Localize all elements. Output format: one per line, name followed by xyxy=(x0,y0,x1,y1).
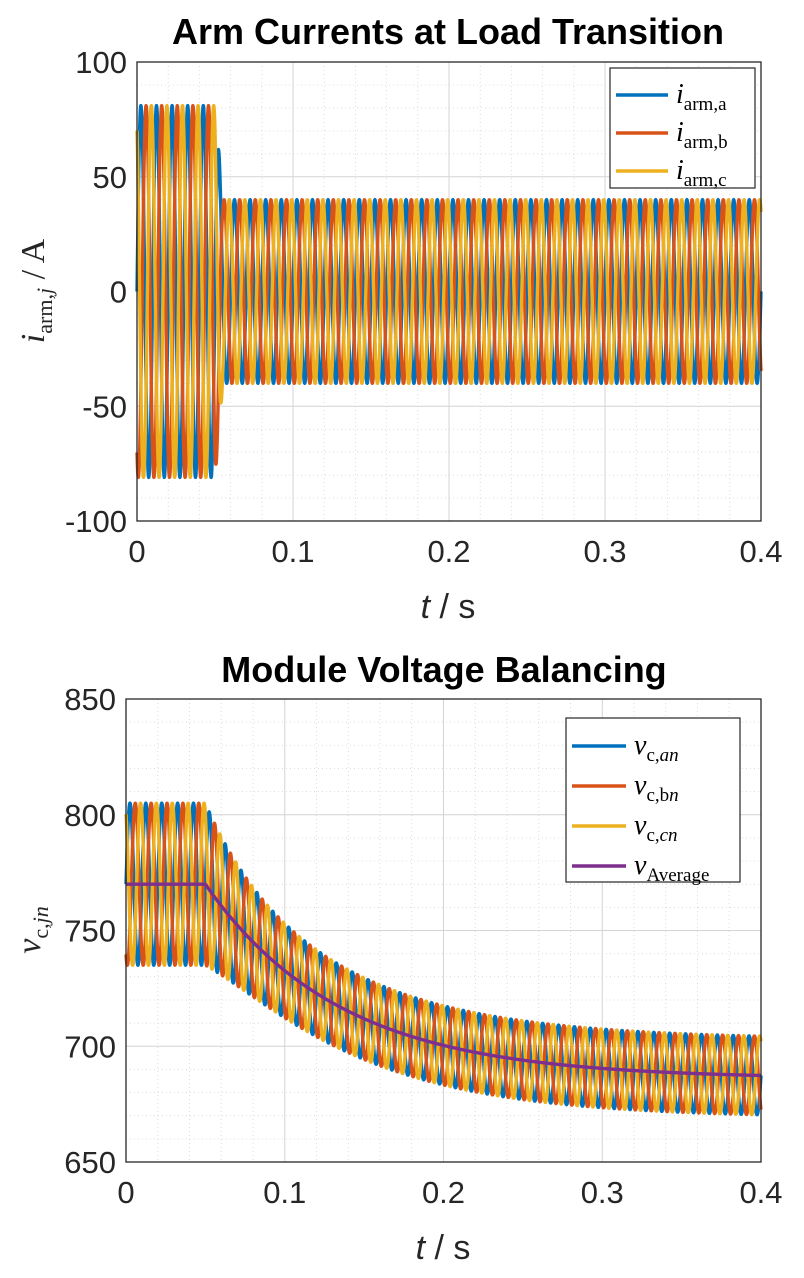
y-axis-label-unit: / A xyxy=(15,238,52,288)
legend-subvar: n xyxy=(669,785,679,806)
legend-main: i xyxy=(676,155,684,186)
legend-sub: Average xyxy=(646,865,709,886)
x-axis-label-unit: / s xyxy=(430,588,475,626)
legend-entry: vc,bn xyxy=(634,770,679,806)
legend-main: v xyxy=(634,810,647,841)
series-line-v-average xyxy=(124,882,763,1078)
legend-entry: vc,cn xyxy=(634,810,678,846)
x-axis-label-unit: / s xyxy=(425,1229,470,1267)
legend-sub: arm,c xyxy=(684,170,727,191)
legend-entry: iarm,a xyxy=(676,79,727,115)
x-tick-label: 0.4 xyxy=(739,1175,782,1210)
y-axis-label-subvar: jn xyxy=(28,906,53,926)
legend-main: i xyxy=(676,79,684,110)
x-tick-label: 0.1 xyxy=(271,534,314,569)
legend-sub: c,b xyxy=(646,785,669,806)
y-tick-labels: 100 50 0 -50 -100 xyxy=(65,45,127,539)
y-tick-label: -50 xyxy=(82,389,127,424)
series-line-i-arm-a xyxy=(135,103,763,480)
x-tick-labels: 0 0.1 0.2 0.3 0.4 xyxy=(117,1175,782,1210)
x-tick-labels: 0 0.1 0.2 0.3 0.4 xyxy=(128,534,782,569)
series-line-i-arm-c xyxy=(135,103,763,480)
legend-entry: iarm,b xyxy=(676,117,728,153)
legend-subvar: an xyxy=(660,745,679,766)
x-tick-label: 0.2 xyxy=(427,534,470,569)
series-group xyxy=(135,103,763,480)
y-tick-label: 850 xyxy=(64,682,116,717)
chart-title: Arm Currents at Load Transition xyxy=(172,11,724,52)
y-axis-label-sub: arm, xyxy=(32,294,57,334)
plot-area xyxy=(136,61,762,522)
y-axis-label: vc,jn xyxy=(11,906,53,953)
y-tick-label: 50 xyxy=(93,160,127,195)
arm-currents-chart: Arm Currents at Load Transition 100 50 0 -5… xyxy=(15,11,783,626)
x-axis-label-var: t xyxy=(416,1229,427,1267)
y-axis-label-sub: c, xyxy=(28,923,53,938)
x-axis-label: t / s xyxy=(416,1229,471,1267)
module-voltage-chart: Module Voltage Balancing 850 800 750 700 650… xyxy=(11,649,783,1267)
x-tick-label: 0 xyxy=(128,534,145,569)
x-tick-label: 0.3 xyxy=(581,1175,624,1210)
y-tick-label: 800 xyxy=(64,798,116,833)
y-tick-label: 650 xyxy=(64,1145,116,1180)
y-axis-label-var: v xyxy=(11,938,48,954)
series-line-i-arm-b xyxy=(135,103,763,480)
series-group xyxy=(124,801,763,1117)
x-tick-label: 0.1 xyxy=(263,1175,306,1210)
legend-main: i xyxy=(676,117,684,148)
legend-main: v xyxy=(634,770,647,801)
y-tick-label: 100 xyxy=(75,45,127,80)
legend-sub: c, xyxy=(646,825,659,846)
y-tick-labels: 850 800 750 700 650 xyxy=(64,682,116,1180)
x-tick-label: 0.2 xyxy=(422,1175,465,1210)
y-tick-label: 700 xyxy=(64,1029,116,1064)
legend-sub: arm,b xyxy=(684,132,728,153)
legend-entry: vAverage xyxy=(634,850,709,886)
legend-sub: c, xyxy=(646,745,659,766)
legend-entry: vc,an xyxy=(634,730,679,766)
legend-box xyxy=(609,67,756,189)
legend-sub: arm,a xyxy=(684,94,727,115)
y-tick-label: -100 xyxy=(65,504,127,539)
y-tick-label: 750 xyxy=(64,914,116,949)
legend-entry: iarm,c xyxy=(676,155,727,191)
x-axis-label-var: t xyxy=(421,588,432,626)
x-tick-label: 0 xyxy=(117,1175,134,1210)
plot-area xyxy=(125,698,762,1163)
x-tick-label: 0.4 xyxy=(739,534,782,569)
y-axis-label-subvar: j xyxy=(32,288,57,297)
x-axis-label: t / s xyxy=(421,588,476,626)
y-tick-label: 0 xyxy=(110,275,127,310)
x-tick-label: 0.3 xyxy=(583,534,626,569)
y-axis-label: iarm,j / A xyxy=(15,238,57,343)
legend-main: v xyxy=(634,730,647,761)
y-axis-label-var: i xyxy=(15,334,52,343)
legend-main: v xyxy=(634,850,647,881)
chart-title: Module Voltage Balancing xyxy=(221,649,666,690)
legend-subvar: cn xyxy=(660,825,678,846)
